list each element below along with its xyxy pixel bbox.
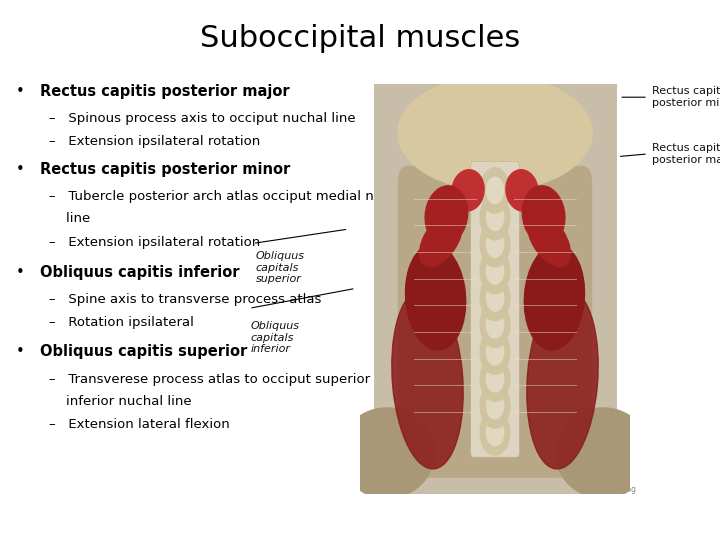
Text: Obliquus capitis superior: Obliquus capitis superior bbox=[40, 344, 247, 359]
Text: Obliquus capitis inferior: Obliquus capitis inferior bbox=[40, 265, 239, 280]
Circle shape bbox=[487, 393, 504, 418]
Text: •: • bbox=[16, 265, 24, 280]
Circle shape bbox=[487, 177, 504, 204]
Circle shape bbox=[480, 329, 510, 374]
Ellipse shape bbox=[528, 213, 570, 267]
Ellipse shape bbox=[522, 186, 565, 244]
FancyBboxPatch shape bbox=[397, 166, 593, 478]
FancyBboxPatch shape bbox=[471, 161, 519, 457]
Circle shape bbox=[480, 356, 510, 401]
Ellipse shape bbox=[524, 244, 585, 350]
Circle shape bbox=[480, 221, 510, 267]
Ellipse shape bbox=[506, 170, 538, 211]
Text: Obliquus
capitals
superior: Obliquus capitals superior bbox=[256, 251, 305, 284]
Text: Obliquus
capitals
inferior: Obliquus capitals inferior bbox=[251, 321, 300, 354]
Text: inferior nuchal line: inferior nuchal line bbox=[49, 395, 192, 408]
Text: •: • bbox=[16, 162, 24, 177]
Text: Rectus capitis
posterior minor: Rectus capitis posterior minor bbox=[652, 86, 720, 108]
Ellipse shape bbox=[392, 289, 463, 469]
Ellipse shape bbox=[340, 408, 434, 498]
Text: 4MEDICAL: 4MEDICAL bbox=[547, 476, 604, 486]
Circle shape bbox=[480, 275, 510, 321]
Circle shape bbox=[487, 312, 504, 338]
Text: –   Spine axis to transverse process atlas: – Spine axis to transverse process atlas bbox=[49, 293, 321, 306]
Circle shape bbox=[480, 410, 510, 455]
Ellipse shape bbox=[452, 170, 484, 211]
Text: •: • bbox=[16, 344, 24, 359]
Ellipse shape bbox=[425, 186, 468, 244]
FancyBboxPatch shape bbox=[374, 84, 616, 494]
Text: Transforming Medical Learning: Transforming Medical Learning bbox=[518, 485, 636, 494]
Text: •: • bbox=[16, 84, 24, 99]
Circle shape bbox=[480, 302, 510, 348]
Text: Rectus capitis posterior major: Rectus capitis posterior major bbox=[40, 84, 289, 99]
Text: line: line bbox=[49, 212, 90, 225]
Circle shape bbox=[480, 195, 510, 240]
Text: Rectus capitis
posterior major: Rectus capitis posterior major bbox=[652, 143, 720, 165]
Ellipse shape bbox=[405, 244, 466, 350]
Circle shape bbox=[487, 231, 504, 258]
Circle shape bbox=[487, 339, 504, 365]
Text: –   Rotation ipsilateral: – Rotation ipsilateral bbox=[49, 316, 194, 329]
Text: –   Extension ipsilateral rotation: – Extension ipsilateral rotation bbox=[49, 236, 260, 249]
Text: –   Tubercle posterior arch atlas occiput medial nuchal: – Tubercle posterior arch atlas occiput … bbox=[49, 190, 410, 203]
Circle shape bbox=[487, 204, 504, 231]
Text: Rectus capitis posterior minor: Rectus capitis posterior minor bbox=[40, 162, 290, 177]
Text: 3D: 3D bbox=[529, 473, 548, 486]
Text: –   Transverese process atlas to occiput superior and: – Transverese process atlas to occiput s… bbox=[49, 373, 400, 386]
Ellipse shape bbox=[397, 76, 593, 191]
Circle shape bbox=[487, 258, 504, 284]
Text: –   Extension lateral flexion: – Extension lateral flexion bbox=[49, 418, 230, 431]
Circle shape bbox=[480, 383, 510, 428]
Circle shape bbox=[480, 168, 510, 213]
Ellipse shape bbox=[420, 213, 462, 267]
Text: –   Spinous process axis to occiput nuchal line: – Spinous process axis to occiput nuchal… bbox=[49, 112, 356, 125]
Text: Suboccipital muscles: Suboccipital muscles bbox=[200, 24, 520, 53]
Circle shape bbox=[487, 285, 504, 311]
Ellipse shape bbox=[527, 289, 598, 469]
Ellipse shape bbox=[556, 408, 650, 498]
Circle shape bbox=[480, 248, 510, 294]
Text: –   Extension ipsilateral rotation: – Extension ipsilateral rotation bbox=[49, 135, 260, 148]
Circle shape bbox=[487, 420, 504, 446]
Circle shape bbox=[487, 366, 504, 392]
